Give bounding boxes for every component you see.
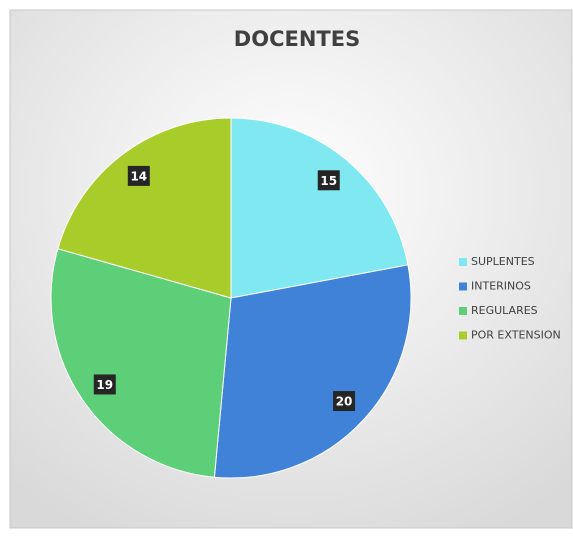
legend-swatch bbox=[459, 282, 467, 291]
legend: SUPLENTES INTERINOS REGULARES POR EXTENSION bbox=[459, 255, 561, 342]
data-label: 20 bbox=[336, 395, 353, 409]
data-label: 14 bbox=[130, 169, 147, 183]
data-label-box bbox=[333, 391, 356, 412]
legend-swatch bbox=[459, 258, 467, 266]
data-labels: 15 20 19 14 bbox=[93, 165, 356, 412]
data-label: 19 bbox=[96, 378, 113, 392]
pie-slice bbox=[50, 248, 232, 478]
chart-title: DOCENTES bbox=[234, 27, 360, 51]
legend-label: SUPLENTES bbox=[471, 255, 535, 268]
legend-swatch bbox=[459, 331, 467, 340]
legend-label: REGULARES bbox=[471, 304, 538, 317]
pie-slice bbox=[230, 117, 409, 299]
data-label-box bbox=[93, 374, 116, 395]
pie bbox=[50, 117, 412, 479]
pie-slice bbox=[57, 117, 232, 299]
legend-swatch bbox=[459, 307, 467, 315]
legend-label: POR EXTENSION bbox=[471, 329, 561, 342]
data-label: 15 bbox=[320, 174, 337, 188]
data-label-box bbox=[127, 165, 150, 186]
data-label-box bbox=[317, 170, 340, 191]
legend-label: INTERINOS bbox=[471, 280, 531, 293]
pie-slice bbox=[213, 264, 412, 479]
